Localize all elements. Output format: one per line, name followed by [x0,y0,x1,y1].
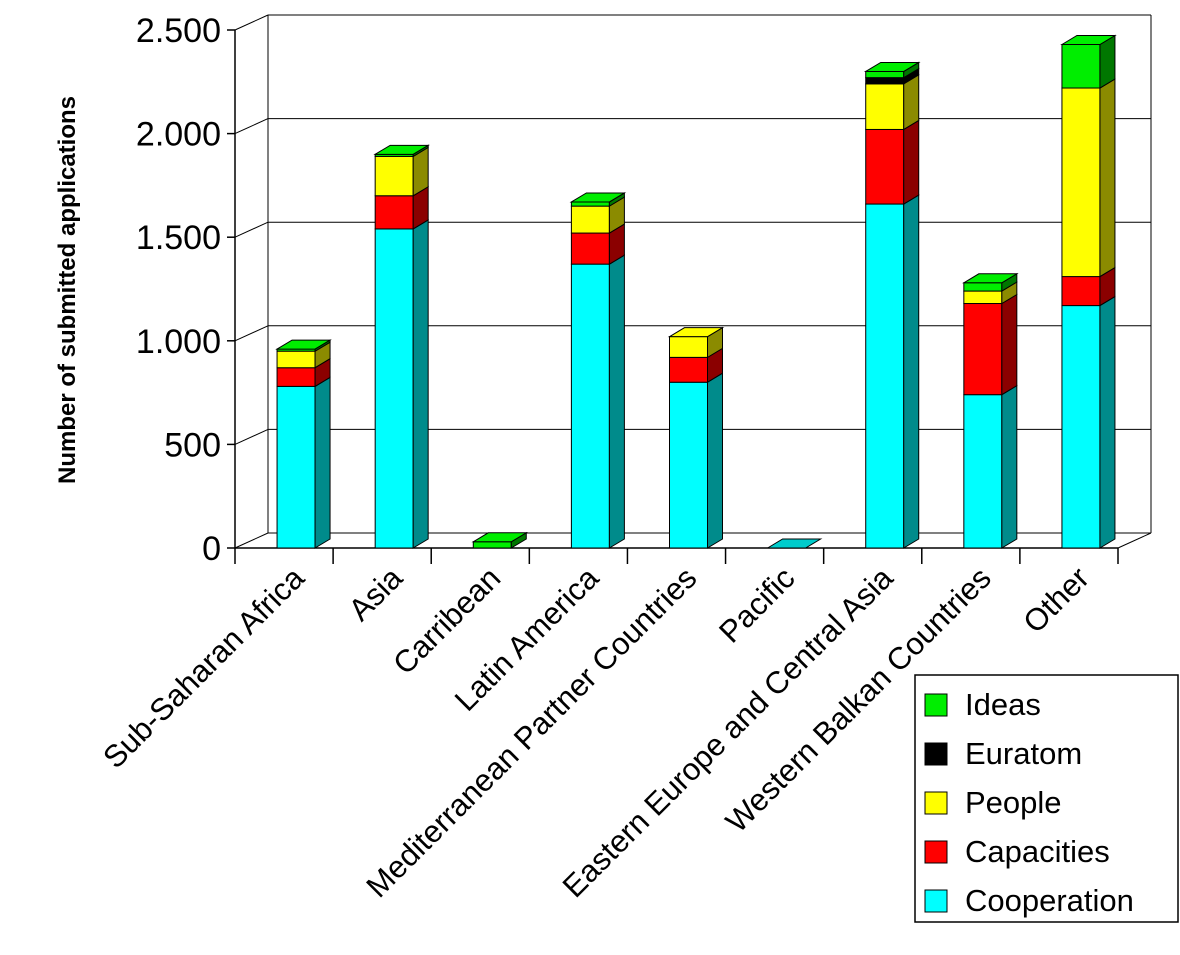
bar-stack [765,538,823,549]
bar-side-cooperation [707,372,723,549]
x-tick-label: Asia [342,560,410,628]
y-tick-labels: 0 500 1.000 1.500 2.000 2.500 [136,12,221,568]
bar-top [1060,35,1117,46]
bar-top [667,327,725,338]
bar-segment-ideas [865,70,905,79]
bar-segment-capacities [669,356,708,383]
bar-top [962,273,1019,284]
legend-swatch-people [924,791,948,815]
bar-side-capacities [903,119,920,205]
gridline-diagonal [234,428,269,445]
bar-segment-cooperation [963,394,1003,549]
bar-segment-ideas [472,541,512,549]
bars [275,34,1117,549]
bar-segment-ideas [963,282,1003,292]
gridline-diagonal [234,14,269,31]
bar-segment-ideas [1061,44,1101,89]
bar-stack [275,339,332,549]
y-tick-label: 0 [202,530,221,568]
bar-top [863,61,921,72]
bar-segment-people [276,350,316,369]
bar-side-cooperation [412,219,429,549]
bar-stack [569,192,627,549]
legend-swatch-euratom [924,742,948,766]
bar-top [373,144,430,155]
legend-label: Ideas [965,687,1041,722]
legend-swatch-cooperation [924,889,948,913]
bar-stack [863,61,921,549]
legend-swatch-capacities [924,840,948,864]
bar-side-cooperation [608,254,625,549]
bar-segment-cooperation [1061,305,1101,549]
y-tick-label: 1.000 [136,323,221,361]
bar-segment-capacities [1061,276,1101,307]
bar-side-cooperation [1099,295,1116,549]
legend-label: People [965,785,1062,820]
y-axis-label: Number of submitted applications [54,96,81,484]
bar-segment-people [374,155,414,197]
bar-top [765,538,823,549]
y-tick-label: 1.500 [136,219,221,257]
gridline-diagonal [234,221,269,238]
legend-label: Capacities [965,834,1110,869]
bar-segment-cooperation [865,203,905,549]
bar-side-cooperation [903,194,920,549]
legend: Ideas Euratom People Capacities Cooperation [914,674,1179,923]
floor-right-edge [1117,532,1152,549]
y-tick-label: 500 [164,426,221,464]
bar-segment-people [865,83,905,130]
bar-segment-euratom [865,77,905,85]
bar-top [569,192,627,203]
bar-segment-ideas [570,201,610,207]
bar-stack [667,326,725,549]
bar-segment-capacities [374,195,414,230]
bar-segment-cooperation [276,385,316,549]
bar-segment-capacities [276,367,316,387]
bar-segment-cooperation [669,381,708,549]
bar-stack [373,144,430,549]
bar-stack [1060,34,1117,549]
bar-segment-capacities [865,128,905,205]
bar-segment-people [1061,87,1101,278]
legend-box [914,674,1179,923]
x-tick-label: Pacific [712,560,801,649]
bar-segment-people [570,205,610,234]
gridline-diagonal [234,532,269,549]
bar-segment-capacities [570,232,610,265]
bar-stack [962,272,1019,549]
bar-segment-cooperation [374,228,414,549]
y-tick-label: 2.000 [136,116,221,154]
bar-side-capacities [1001,293,1018,396]
bar-side-people [1099,78,1116,278]
bar-segment-cooperation [570,263,610,549]
legend-swatch-ideas [924,693,948,717]
bar-segment-capacities [963,303,1003,396]
bar-stack [471,531,529,549]
bar-side-cooperation [1001,384,1018,549]
bar-side-cooperation [314,376,331,549]
y-tick-label: 2.500 [136,12,221,50]
bar-top [275,339,332,350]
gridline-diagonal [234,325,269,342]
gridline-diagonal [234,118,269,135]
bar-top [471,532,529,543]
x-tick-label: Sub-Saharan Africa [96,560,311,775]
x-tick-label: Other [1016,560,1096,640]
legend-label: Euratom [965,736,1082,771]
legend-label: Cooperation [965,883,1134,918]
bar-segment-people [963,290,1003,305]
bar-segment-people [669,336,708,358]
